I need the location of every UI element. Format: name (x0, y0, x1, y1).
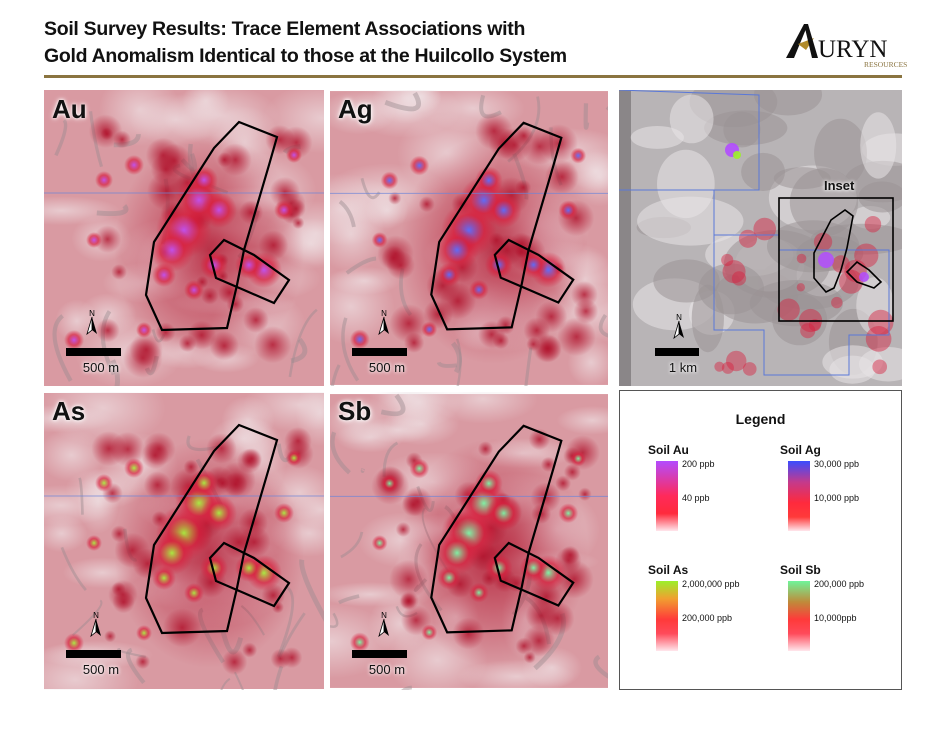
map-title: Soil Survey Results: Trace Element Assoc… (44, 16, 567, 70)
scale-bar: 500 m (352, 650, 422, 677)
legend-item-name: Soil As (648, 563, 689, 577)
as-map-image (44, 392, 324, 690)
element-label-ag: Ag (338, 94, 373, 124)
north-arrow-icon: N (374, 308, 394, 338)
title-line-1: Soil Survey Results: Trace Element Assoc… (44, 18, 526, 40)
scale-bar-line (66, 650, 121, 658)
legend-high-value: 30,000 ppb (814, 459, 860, 469)
legend-high-value: 2,000,000 ppb (682, 579, 740, 589)
legend-title: Legend (735, 411, 786, 427)
scale-bar: 500 m (352, 348, 422, 375)
north-arrow-icon: N (82, 308, 102, 338)
logo-subtitle: RESOURCES (864, 60, 907, 69)
auryn-logo: URYN RESOURCES (784, 18, 908, 72)
color-ramp (788, 581, 810, 651)
legend-item-as: Soil As 2,000,000 ppb 200,000 ppb (648, 563, 778, 663)
ag-soil-map-panel: Ag N 500 m (330, 90, 608, 386)
legend-item-au: Soil Au 200 ppb 40 ppb (648, 443, 758, 543)
svg-text:N: N (93, 611, 99, 620)
legend-low-value: 10,000 ppb (814, 493, 860, 503)
legend-item-ag: Soil Ag 30,000 ppb 10,000 ppb (780, 443, 900, 543)
sb-map-image (330, 392, 608, 690)
legend-item-name: Soil Sb (780, 563, 821, 577)
scale-bar-label: 500 m (82, 360, 120, 375)
element-label-as: As (52, 396, 86, 426)
au-map-image (44, 90, 324, 386)
logo-wordmark: URYN (818, 36, 887, 63)
title-line-2: Gold Anomalism Identical to those at the… (44, 45, 567, 67)
ag-map-image (330, 90, 608, 386)
legend-low-value: 40 ppb (682, 493, 710, 503)
north-arrow-icon: N (374, 610, 394, 640)
svg-text:N: N (676, 313, 682, 322)
scale-bar: 1 km (655, 348, 711, 375)
color-ramp (656, 581, 678, 651)
scale-bar: 500 m (66, 348, 136, 375)
sb-soil-map-panel: Sb N 500 m (330, 392, 608, 690)
north-arrow-icon: N (86, 610, 106, 640)
au-soil-map-panel: Au N 500 m (44, 90, 324, 386)
legend-high-value: 200,000 ppb (814, 579, 865, 589)
north-arrow-icon: N (669, 312, 689, 342)
scale-bar-line (655, 348, 699, 356)
legend-item-name: Soil Ag (780, 443, 821, 457)
legend-high-value: 200 ppb (682, 459, 715, 469)
scale-bar-label: 500 m (82, 662, 120, 677)
svg-text:N: N (89, 309, 95, 318)
color-ramp (656, 461, 678, 531)
scale-bar-label: 1 km (668, 360, 698, 375)
scale-bar-line (66, 348, 121, 356)
scale-bar: 500 m (66, 650, 136, 677)
as-soil-map-panel: As N 500 m (44, 392, 324, 690)
scale-bar-label: 500 m (368, 662, 406, 677)
element-label-sb: Sb (338, 396, 372, 426)
legend-item-sb: Soil Sb 200,000 ppb 10,000ppb (780, 563, 900, 663)
scale-bar-label: 500 m (368, 360, 406, 375)
legend-low-value: 200,000 ppb (682, 613, 733, 623)
overview-map-panel: Inset N 1 km (619, 90, 902, 386)
color-ramp (788, 461, 810, 531)
svg-text:N: N (381, 611, 387, 620)
legend-low-value: 10,000ppb (814, 613, 857, 623)
svg-text:N: N (381, 309, 387, 318)
legend-item-name: Soil Au (648, 443, 689, 457)
inset-label: Inset (824, 178, 855, 193)
overview-map-image (619, 90, 902, 386)
title-divider (44, 75, 902, 78)
element-label-au: Au (52, 94, 87, 124)
scale-bar-line (352, 650, 407, 658)
legend-box: Legend Soil Au 200 ppb 40 ppb Soil Ag 30… (619, 390, 902, 690)
scale-bar-line (352, 348, 407, 356)
